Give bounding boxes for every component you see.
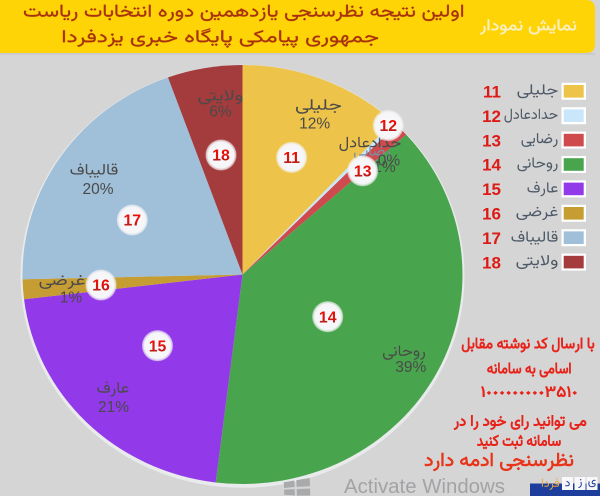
svg-text:39%: 39% bbox=[395, 359, 426, 376]
svg-text:17: 17 bbox=[482, 229, 501, 248]
svg-text:15: 15 bbox=[149, 338, 167, 355]
svg-text:13: 13 bbox=[354, 164, 372, 181]
svg-text:6%: 6% bbox=[209, 103, 232, 120]
svg-text:12%: 12% bbox=[299, 116, 330, 133]
svg-text:12: 12 bbox=[380, 118, 398, 135]
svg-text:1%: 1% bbox=[373, 159, 396, 176]
svg-text:11: 11 bbox=[483, 83, 501, 102]
svg-text:16: 16 bbox=[92, 278, 110, 295]
svg-text:14: 14 bbox=[319, 309, 337, 326]
svg-text:15: 15 bbox=[482, 180, 501, 199]
svg-text:17: 17 bbox=[124, 213, 142, 230]
svg-text:11: 11 bbox=[283, 150, 300, 167]
svg-text:18: 18 bbox=[482, 253, 501, 272]
svg-text:13: 13 bbox=[482, 131, 501, 150]
svg-text:18: 18 bbox=[212, 148, 230, 165]
svg-text:1%: 1% bbox=[60, 290, 83, 307]
svg-text:14: 14 bbox=[482, 156, 501, 175]
svg-text:16: 16 bbox=[482, 205, 501, 224]
svg-text:20%: 20% bbox=[82, 181, 113, 198]
svg-text:0%: 0% bbox=[378, 153, 401, 170]
svg-text:Activate Windows: Activate Windows bbox=[344, 476, 505, 496]
svg-text:21%: 21% bbox=[98, 399, 129, 416]
svg-text:12: 12 bbox=[482, 107, 501, 126]
